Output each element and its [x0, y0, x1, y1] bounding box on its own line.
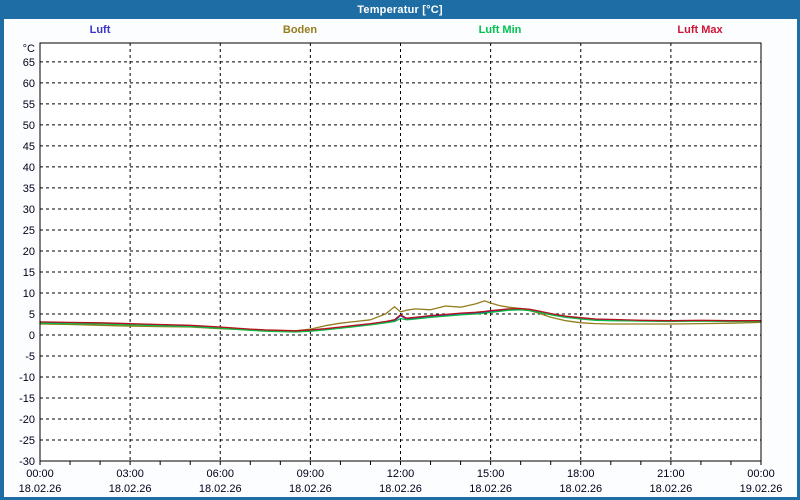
x-axis-date-label: 19.02.26 [740, 483, 783, 495]
legend-item-luft: Luft [89, 23, 111, 36]
x-axis-time-label: 06:00 [206, 468, 234, 480]
legend-item-luft-min: Luft Min [478, 23, 522, 36]
x-axis-date-label: 18.02.26 [289, 483, 332, 495]
y-axis-tick-label: 45 [23, 141, 35, 153]
y-axis-tick-label: 30 [23, 204, 35, 216]
x-axis-date-label: 18.02.26 [109, 483, 152, 495]
y-axis-tick-label: 35 [23, 183, 35, 195]
y-axis-tick-label: 15 [23, 267, 35, 279]
x-axis-time-label: 00:00 [26, 468, 54, 480]
x-axis-date-label: 18.02.26 [19, 483, 62, 495]
y-axis-tick-label: 60 [23, 78, 35, 90]
legend-item-boden: Boden [282, 23, 318, 36]
x-axis-time-label: 03:00 [116, 468, 144, 480]
y-axis-tick-label: 20 [23, 246, 35, 258]
legend-item-luft-max: Luft Max [677, 23, 723, 36]
y-axis-tick-label: -30 [19, 456, 35, 468]
y-axis-tick-label: 25 [23, 225, 35, 237]
window-title: Temperatur [°C] [357, 3, 443, 16]
y-axis-tick-label: -20 [19, 414, 35, 426]
chart-legend: Luft Boden Luft Min Luft Max [0, 19, 800, 40]
x-axis-date-label: 18.02.26 [559, 483, 602, 495]
y-axis-tick-label: 0 [29, 330, 35, 342]
y-axis-tick-label: 65 [23, 57, 35, 69]
x-axis-time-label: 09:00 [297, 468, 325, 480]
series-line-luft-max [39, 307, 762, 332]
y-axis-tick-label: -25 [19, 435, 35, 447]
window-titlebar: Temperatur [°C] [0, 0, 800, 19]
x-axis-date-label: 18.02.26 [199, 483, 242, 495]
x-axis-time-label: 15:00 [477, 468, 505, 480]
x-axis-date-label: 18.02.26 [649, 483, 692, 495]
x-axis-time-label: 00:00 [747, 468, 775, 480]
plot-border [39, 42, 762, 462]
y-axis-tick-label: 40 [23, 162, 35, 174]
y-axis-unit-label: °C [23, 43, 35, 55]
y-axis-tick-label: 50 [23, 120, 35, 132]
x-axis-time-label: 21:00 [657, 468, 685, 480]
y-axis-tick-label: -5 [25, 351, 35, 363]
y-axis-tick-label: -10 [19, 372, 35, 384]
x-axis-date-label: 18.02.26 [379, 483, 422, 495]
y-axis-tick-label: 55 [23, 99, 35, 111]
y-axis-tick-label: 5 [29, 309, 35, 321]
x-axis-date-label: 18.02.26 [469, 483, 512, 495]
series-line-luft-min [39, 309, 762, 333]
x-axis-time-label: 12:00 [387, 468, 415, 480]
y-axis-tick-label: 10 [23, 288, 35, 300]
y-axis-tick-label: -15 [19, 393, 35, 405]
x-axis-time-label: 18:00 [567, 468, 595, 480]
